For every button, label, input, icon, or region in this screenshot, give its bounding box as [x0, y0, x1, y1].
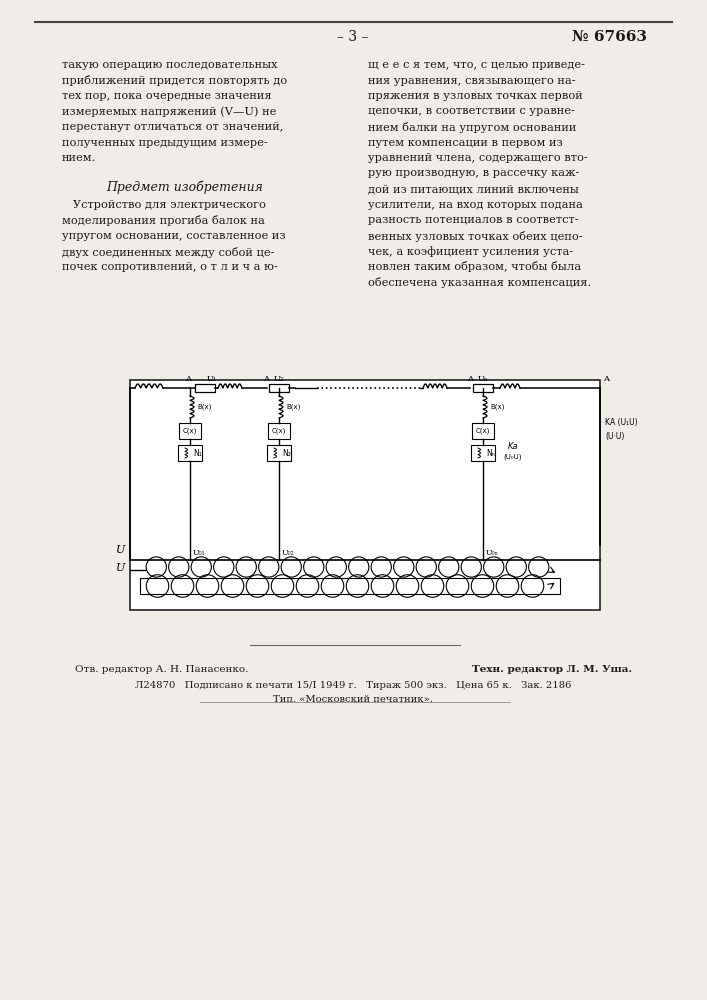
Text: такую операцию последовательных: такую операцию последовательных — [62, 60, 278, 70]
Text: U₁: U₁ — [207, 375, 217, 383]
Text: путем компенсации в первом из: путем компенсации в первом из — [368, 137, 563, 147]
Text: почек сопротивлений, о т л и ч а ю-: почек сопротивлений, о т л и ч а ю- — [62, 262, 278, 272]
Text: B(x): B(x) — [286, 404, 300, 410]
Text: моделирования прогиба балок на: моделирования прогиба балок на — [62, 216, 265, 227]
Bar — [268, 423, 290, 439]
Text: N₂: N₂ — [282, 448, 291, 458]
Text: нием балки на упругом основании: нием балки на упругом основании — [368, 122, 576, 133]
Text: уравнений члена, содержащего вто-: уравнений члена, содержащего вто- — [368, 153, 588, 163]
Text: C(x): C(x) — [183, 428, 197, 434]
Text: Устройство для электрического: Устройство для электрического — [62, 200, 266, 210]
Text: – 3 –: – 3 – — [337, 30, 369, 44]
Text: A: A — [185, 375, 191, 383]
Text: C(x): C(x) — [476, 428, 490, 434]
Text: Техн. редактор Л. М. Уша.: Техн. редактор Л. М. Уша. — [472, 665, 632, 674]
Bar — [178, 445, 202, 461]
Bar — [140, 578, 560, 594]
Bar — [195, 384, 215, 392]
Bar — [269, 384, 289, 392]
Text: (U₀U): (U₀U) — [503, 453, 522, 460]
Bar — [267, 445, 291, 461]
Text: Uₙ: Uₙ — [478, 375, 489, 383]
Text: дой из питающих линий включены: дой из питающих линий включены — [368, 184, 579, 194]
Text: приближений придется повторять до: приближений придется повторять до — [62, 76, 287, 87]
Text: № 67663: № 67663 — [573, 30, 648, 44]
Text: C(x): C(x) — [271, 428, 286, 434]
Text: U₀₁: U₀₁ — [193, 549, 206, 557]
Text: разность потенциалов в соответст-: разность потенциалов в соответст- — [368, 215, 578, 225]
Text: B(x): B(x) — [197, 404, 211, 410]
Text: U: U — [116, 563, 125, 573]
Text: A: A — [467, 375, 473, 383]
Text: обеспечена указанная компенсация.: обеспечена указанная компенсация. — [368, 277, 591, 288]
Text: двух соединенных между собой це-: двух соединенных между собой це- — [62, 246, 274, 257]
Text: рую производную, в рассечку каж-: рую производную, в рассечку каж- — [368, 168, 579, 178]
Text: пряжения в узловых точках первой: пряжения в узловых точках первой — [368, 91, 583, 101]
Text: (U·U): (U·U) — [605, 432, 624, 440]
Bar — [130, 380, 600, 610]
Text: тех пор, пока очередные значения: тех пор, пока очередные значения — [62, 91, 271, 101]
Text: венных узловых точках обеих цепо-: венных узловых точках обеих цепо- — [368, 231, 583, 241]
Text: U: U — [116, 545, 125, 555]
Text: Тип. «Московский печатник».: Тип. «Московский печатник». — [273, 695, 433, 704]
Text: ния уравнения, связывающего на-: ния уравнения, связывающего на- — [368, 76, 575, 86]
Text: A: A — [263, 375, 269, 383]
Text: полученных предыдущим измере-: полученных предыдущим измере- — [62, 137, 268, 147]
Text: A: A — [603, 375, 609, 383]
Text: чек, а коэфициент усиления уста-: чек, а коэфициент усиления уста- — [368, 246, 573, 257]
Text: Предмет изобретения: Предмет изобретения — [107, 180, 264, 194]
Text: Kа: Kа — [508, 442, 519, 451]
Text: нием.: нием. — [62, 153, 96, 163]
Text: усилители, на вход которых подана: усилители, на вход которых подана — [368, 200, 583, 210]
Text: упругом основании, составленное из: упругом основании, составленное из — [62, 231, 286, 241]
Text: U₀ₙ: U₀ₙ — [486, 549, 499, 557]
Text: измеряемых напряжений (V—U) не: измеряемых напряжений (V—U) не — [62, 106, 276, 117]
Text: щ е е с я тем, что, с целью приведе-: щ е е с я тем, что, с целью приведе- — [368, 60, 585, 70]
Text: цепочки, в соответствии с уравне-: цепочки, в соответствии с уравне- — [368, 106, 575, 116]
Bar — [471, 445, 495, 461]
Text: новлен таким образом, чтобы была: новлен таким образом, чтобы была — [368, 261, 581, 272]
Text: N₁: N₁ — [193, 448, 201, 458]
Bar — [472, 423, 494, 439]
Text: Отв. редактор А. Н. Панасенко.: Отв. редактор А. Н. Панасенко. — [75, 665, 248, 674]
Bar — [179, 423, 201, 439]
Text: U₂: U₂ — [274, 375, 284, 383]
Text: KА (U₁U): KА (U₁U) — [605, 418, 638, 428]
Text: перестанут отличаться от значений,: перестанут отличаться от значений, — [62, 122, 284, 132]
Text: Л24870   Подписано к печати 15/I 1949 г.   Тираж 500 экз.   Цена 65 к.   Зак. 21: Л24870 Подписано к печати 15/I 1949 г. Т… — [135, 681, 571, 690]
Text: Nₙ: Nₙ — [486, 448, 495, 458]
Bar — [473, 384, 493, 392]
Text: U₀₂: U₀₂ — [282, 549, 295, 557]
Text: B(x): B(x) — [490, 404, 504, 410]
